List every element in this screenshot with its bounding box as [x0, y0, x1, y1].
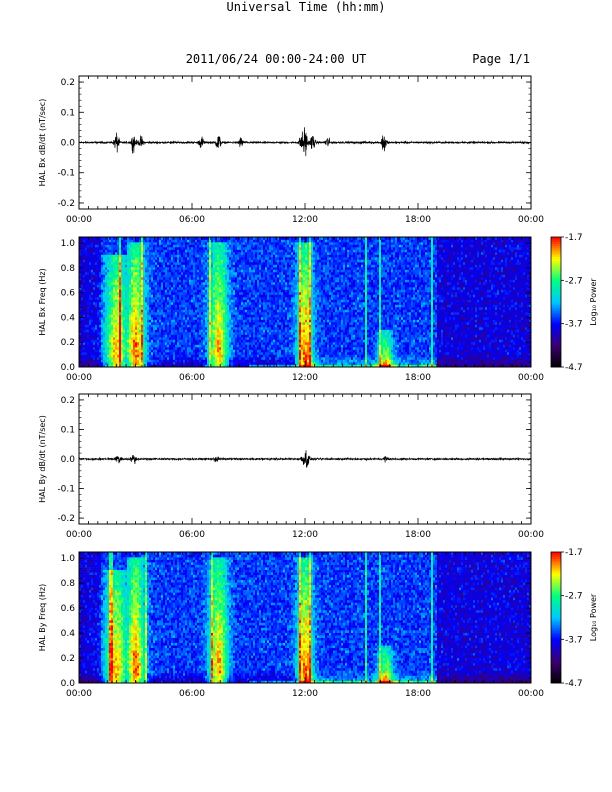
- y-axis-label: HAL Bx dB/dt (nT/sec): [38, 99, 47, 187]
- y-tick-label: 0.2: [61, 396, 75, 406]
- y-tick-label: -0.1: [57, 169, 75, 179]
- waveform-series: [79, 127, 531, 156]
- x-tick-label: 00:00: [518, 215, 544, 225]
- panel-1: 00:00 06:00 12:00 18:00 00:00 0.2 0.1 0.0 -0.1 -0…: [38, 76, 544, 225]
- y-axis-label: HAL By dB/dt (nT/sec): [38, 415, 47, 503]
- y-tick-label: 0.6: [61, 604, 76, 614]
- y-tick-label: 0.8: [61, 264, 76, 274]
- colorbar-tick-label: -4.7: [565, 679, 583, 689]
- y-tick-label: 0.6: [61, 289, 76, 299]
- y-tick-label: 0.8: [61, 579, 76, 589]
- waveform-series: [79, 450, 531, 467]
- x-tick-label: 12:00: [292, 373, 318, 383]
- y-tick-label: 0.0: [61, 679, 76, 689]
- x-tick-label: 18:00: [405, 373, 431, 383]
- panel-3: 00:00 06:00 12:00 18:00 00:00 0.2 0.1 0.0 -0.1 -0…: [38, 394, 544, 540]
- y-tick-label: 0.2: [61, 78, 75, 88]
- colorbar-tick-label: -2.7: [565, 276, 583, 286]
- colorbar-tick-label: -4.7: [565, 363, 583, 373]
- x-tick-label: 12:00: [292, 215, 318, 225]
- x-tick-label: 18:00: [405, 530, 431, 540]
- panel-2: 00:00 06:00 12:00 18:00 00:00 1.0 0.8 0.6 0.4 0.2…: [38, 233, 598, 383]
- y-tick-label: 0.2: [61, 338, 75, 348]
- colorbar-tick-label: -1.7: [565, 548, 583, 558]
- x-tick-label: 00:00: [66, 373, 92, 383]
- spectrogram-cells: [79, 237, 531, 367]
- colorbar-tick-label: -3.7: [565, 320, 583, 330]
- x-tick-label: 06:00: [179, 689, 205, 699]
- y-tick-label: 0.0: [61, 139, 76, 149]
- y-tick-label: 0.1: [61, 425, 75, 435]
- colorbar-tick-label: -2.7: [565, 592, 583, 602]
- x-tick-label: 12:00: [292, 530, 318, 540]
- panel-4: 00:00 06:00 12:00 18:00 00:00 1.0 0.8 0.6 0.4 0.2…: [38, 548, 598, 699]
- x-tick-label: 06:00: [179, 215, 205, 225]
- y-tick-label: 0.0: [61, 363, 76, 373]
- colorbar: -1.7 -2.7 -3.7 -4.7 Log₁₀ Power: [551, 233, 598, 373]
- colorbar-label: Log₁₀ Power: [589, 278, 598, 326]
- spectrogram-cells: [79, 552, 531, 683]
- x-tick-label: 06:00: [179, 530, 205, 540]
- y-tick-label: 0.2: [61, 654, 75, 664]
- y-tick-label: 0.0: [61, 455, 76, 465]
- y-tick-label: -0.2: [57, 199, 75, 209]
- y-tick-label: 1.0: [61, 554, 76, 564]
- y-tick-label: -0.1: [57, 485, 75, 495]
- x-tick-label: 00:00: [518, 530, 544, 540]
- x-tick-label: 00:00: [518, 689, 544, 699]
- x-tick-label: 06:00: [179, 373, 205, 383]
- colorbar: -1.7 -2.7 -3.7 -4.7 Log₁₀ Power: [551, 548, 598, 689]
- y-tick-label: 0.1: [61, 108, 75, 118]
- y-tick-label: 0.4: [61, 629, 76, 639]
- colorbar-tick-label: -1.7: [565, 233, 583, 243]
- x-tick-label: 18:00: [405, 689, 431, 699]
- colorbar-label: Log₁₀ Power: [589, 593, 598, 641]
- y-tick-label: -0.2: [57, 514, 75, 524]
- y-tick-label: 0.4: [61, 313, 76, 323]
- x-tick-label: 12:00: [292, 689, 318, 699]
- colorbar-tick-label: -3.7: [565, 635, 583, 645]
- y-axis-label: HAL By Freq (Hz): [38, 584, 47, 651]
- x-tick-label: 00:00: [66, 215, 92, 225]
- x-tick-label: 00:00: [66, 530, 92, 540]
- y-tick-label: 1.0: [61, 239, 76, 249]
- y-axis-label: HAL Bx Freq (Hz): [38, 268, 47, 335]
- x-tick-label: 18:00: [405, 215, 431, 225]
- x-tick-label: 00:00: [518, 373, 544, 383]
- x-tick-label: 00:00: [66, 689, 92, 699]
